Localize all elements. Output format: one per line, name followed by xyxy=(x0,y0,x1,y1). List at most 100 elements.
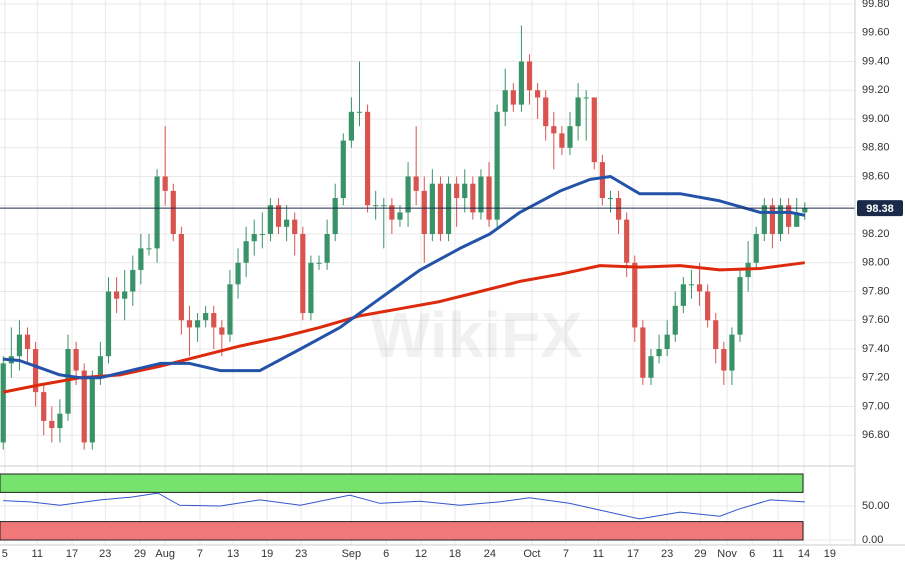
candle-body xyxy=(24,334,31,349)
candle-body xyxy=(33,349,39,393)
candle-body xyxy=(81,370,87,443)
y-tick-label: 97.80 xyxy=(862,285,890,297)
candle-body xyxy=(300,234,306,314)
x-tick-label: 19 xyxy=(261,548,273,560)
candle-body xyxy=(769,205,776,234)
x-tick-label: 7 xyxy=(197,548,203,560)
y-tick-label: 97.60 xyxy=(862,314,890,326)
candle-body xyxy=(615,198,622,220)
candle-body xyxy=(680,284,686,306)
rsi-band xyxy=(0,473,804,493)
candle-body xyxy=(308,262,314,314)
candle-body xyxy=(559,133,565,148)
candle-body xyxy=(421,190,427,234)
y-tick-label: 98.00 xyxy=(862,257,890,269)
x-tick-label: 11 xyxy=(593,548,604,560)
moving-average xyxy=(2,261,805,394)
candle-body xyxy=(203,313,209,321)
candle-body xyxy=(122,291,128,299)
candle-body xyxy=(105,291,112,357)
candle-body xyxy=(41,392,47,421)
candle-body xyxy=(267,205,274,234)
y-tick-label: 0.00 xyxy=(862,534,883,546)
candle-body xyxy=(761,205,767,234)
candle-body xyxy=(664,334,670,349)
candle-body xyxy=(462,183,468,199)
candle-body xyxy=(777,205,784,234)
candle-body xyxy=(251,234,257,242)
y-tick-label: 98.20 xyxy=(862,228,890,240)
candle-body xyxy=(49,420,55,429)
x-tick-label: 18 xyxy=(449,548,461,560)
candle-body xyxy=(648,356,654,378)
x-tick-label: 17 xyxy=(66,548,78,560)
candle-body xyxy=(551,126,557,134)
y-tick-label: 97.40 xyxy=(862,343,890,355)
candle-body xyxy=(0,363,6,443)
candle-body xyxy=(332,198,338,234)
candle-body xyxy=(178,234,184,321)
y-tick-label: 99.40 xyxy=(862,55,890,67)
candle-body xyxy=(786,205,792,227)
candle-body xyxy=(575,97,581,127)
candle-body xyxy=(437,183,444,234)
candle-body xyxy=(737,277,743,335)
y-tick-label: 97.00 xyxy=(862,400,890,412)
x-tick-label: 6 xyxy=(383,548,389,560)
x-tick-label: Nov xyxy=(717,548,737,560)
candle-body xyxy=(535,90,541,98)
x-tick-label: 7 xyxy=(563,548,569,560)
candle-body xyxy=(729,334,735,371)
candle-body xyxy=(688,284,695,286)
candle-body xyxy=(607,198,614,200)
x-tick-label: Aug xyxy=(155,548,175,560)
candle-body xyxy=(389,205,395,220)
candle-body xyxy=(186,320,193,328)
y-tick-label: 97.20 xyxy=(862,372,890,384)
candle-body xyxy=(494,111,500,220)
candle-body xyxy=(340,140,346,199)
candle-body xyxy=(373,205,379,207)
x-tick-label: 11 xyxy=(772,548,783,560)
candle-body xyxy=(235,262,241,285)
candle-body xyxy=(510,90,516,105)
x-tick-label: 12 xyxy=(415,548,427,560)
candle-body xyxy=(397,212,403,220)
x-tick-label: 23 xyxy=(295,548,307,560)
candle-body xyxy=(526,61,533,91)
candle-body xyxy=(599,162,605,199)
moving-average xyxy=(3,175,806,380)
y-tick-label: 98.60 xyxy=(862,170,890,182)
candle-body xyxy=(194,320,201,328)
candle-body xyxy=(656,349,662,357)
watermark: WikiFX xyxy=(370,299,583,371)
candle-body xyxy=(324,234,330,263)
candle-body xyxy=(16,334,23,357)
candle-body xyxy=(130,269,136,292)
candle-body xyxy=(211,313,217,328)
candle-body xyxy=(364,111,371,206)
candle-body xyxy=(470,183,476,213)
y-tick-label: 99.20 xyxy=(862,84,890,96)
candle-body xyxy=(632,262,638,328)
y-tick-label: 99.00 xyxy=(862,113,890,125)
candle-body xyxy=(696,284,703,292)
candle-body xyxy=(478,176,484,213)
candle-body xyxy=(486,176,492,220)
candle-body xyxy=(445,183,452,234)
candle-body xyxy=(219,327,225,335)
candle-body xyxy=(518,61,525,105)
x-tick-label: 23 xyxy=(99,548,111,560)
x-tick-label: Sep xyxy=(342,548,362,560)
candle-body xyxy=(73,349,79,371)
candle-body xyxy=(316,262,322,264)
candle-body xyxy=(97,356,103,378)
candle-body xyxy=(567,126,573,148)
candle-body xyxy=(705,291,711,321)
x-tick-label: 6 xyxy=(749,548,755,560)
candle-body xyxy=(624,219,630,263)
candle-body xyxy=(721,349,727,371)
y-tick-label: 99.80 xyxy=(862,0,890,10)
candle-body xyxy=(640,327,646,378)
candle-body xyxy=(672,305,678,335)
